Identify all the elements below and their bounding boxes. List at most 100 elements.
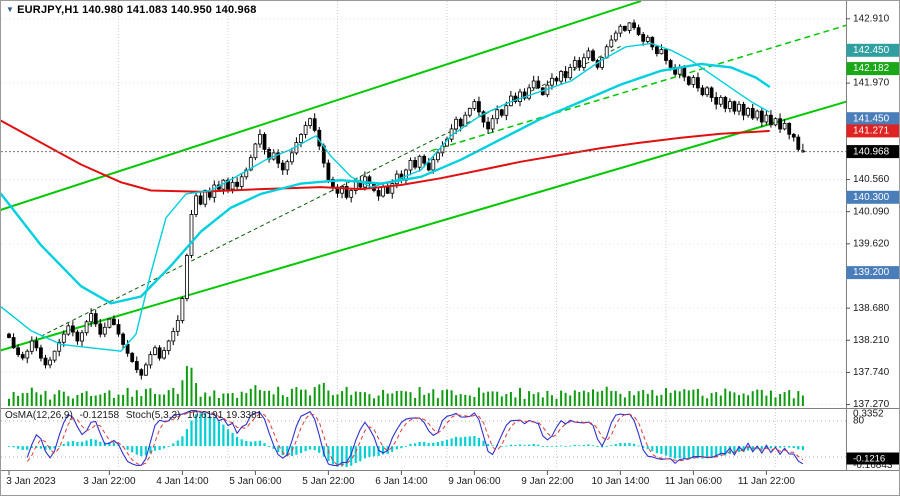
- volume-bar: [756, 389, 759, 406]
- osma-bar: [99, 441, 102, 447]
- osma-bar: [372, 446, 376, 457]
- volume-bar: [8, 398, 10, 406]
- price-tick-label: 142.910: [853, 13, 890, 24]
- osma-bar: [569, 445, 572, 447]
- osma-bar: [126, 446, 129, 450]
- ma-red: [1, 119, 770, 193]
- candle-body: [121, 333, 125, 345]
- osma-bar: [779, 446, 782, 448]
- volume-bar: [509, 392, 512, 406]
- volume-bar: [359, 391, 362, 406]
- volume-bar: [135, 390, 138, 406]
- osma-bar: [678, 446, 681, 459]
- stoch-d-line: [26, 410, 804, 466]
- osma-bar: [368, 446, 371, 457]
- osma-bar: [172, 443, 175, 447]
- volume-bar: [582, 390, 585, 406]
- volume-bar: [738, 395, 740, 406]
- volume-bar: [532, 394, 535, 406]
- candle-body: [194, 195, 199, 215]
- osma-bar: [190, 420, 193, 447]
- osma-bar: [546, 446, 549, 447]
- volume-bar: [779, 394, 782, 406]
- osma-bar: [591, 445, 595, 447]
- osma-bar: [304, 446, 307, 452]
- candle-body: [527, 87, 531, 99]
- osma-bar: [44, 446, 47, 450]
- osma-bar: [112, 442, 115, 447]
- volume-bar: [185, 366, 188, 406]
- volume-bar: [122, 394, 125, 406]
- volume-bar: [605, 386, 608, 406]
- volume-bar: [76, 395, 79, 406]
- candle-body: [705, 87, 709, 96]
- volume-bar: [674, 390, 677, 406]
- candle-body: [559, 71, 563, 82]
- osma-bar: [792, 446, 795, 448]
- candle-body: [235, 181, 240, 187]
- stoch-k-line: [26, 410, 804, 467]
- volume-bar: [331, 395, 334, 406]
- osma-bar: [286, 446, 289, 457]
- osma-bar: [765, 446, 768, 449]
- volume-bar: [646, 393, 649, 406]
- volume-bar: [459, 394, 462, 406]
- osma-bar: [628, 442, 631, 447]
- candle-body: [289, 152, 294, 163]
- osma-bar: [710, 446, 713, 457]
- candle-body: [413, 159, 418, 168]
- candle-body: [390, 183, 395, 194]
- osma-bar: [783, 446, 786, 447]
- osma-bar: [62, 444, 65, 447]
- volume-bar: [322, 382, 325, 406]
- price-axis[interactable]: 142.910 141.970 140.560 140.090 139.620 138.6…: [1, 1, 900, 471]
- osma-bar: [208, 415, 211, 447]
- volume-bar: [368, 394, 371, 406]
- volume-bar: [491, 391, 494, 406]
- candle-body: [98, 323, 103, 335]
- osma-bar: [747, 446, 750, 451]
- volume-bar: [158, 394, 161, 406]
- volume-bar: [623, 397, 626, 406]
- osma-bar: [7, 446, 11, 447]
- volume-bar: [619, 393, 622, 406]
- candle-body: [531, 80, 536, 89]
- osma-bar: [53, 446, 56, 449]
- main-chart-area[interactable]: [1, 1, 861, 406]
- volume-bar: [633, 395, 636, 406]
- volume-bar: [21, 393, 24, 406]
- osma-bar: [728, 446, 731, 454]
- volume-bar: [103, 392, 106, 406]
- volume-bar: [546, 390, 549, 406]
- indicator-panel[interactable]: [1, 410, 846, 467]
- candle-body: [796, 136, 801, 150]
- candle-body: [39, 347, 43, 359]
- volume-bar: [204, 392, 207, 406]
- osma-bar: [760, 446, 763, 450]
- osma-bar: [249, 441, 252, 447]
- volume-bar: [176, 394, 179, 406]
- candle-body: [34, 340, 39, 349]
- ma-cyan-fast: [1, 42, 770, 352]
- osma-bar: [614, 444, 617, 447]
- osma-bar: [724, 446, 727, 456]
- indicator-value-box: [846, 452, 899, 465]
- volume-bar: [687, 390, 690, 406]
- time-axis[interactable]: 3 Jan 2023 3 Jan 22:00 4 Jan 14:00 5 Jan 06…: [6, 471, 795, 487]
- price-tick-label: 138.680: [853, 303, 890, 314]
- time-tick-label: 9 Jan 06:00: [448, 476, 501, 487]
- volume-bar: [167, 390, 170, 406]
- osma-bar: [382, 446, 385, 455]
- osma-bar: [473, 436, 476, 447]
- price-label-box: [846, 112, 899, 126]
- volume-bar: [163, 394, 166, 406]
- candle-body: [650, 36, 655, 48]
- volume-bar: [231, 393, 234, 406]
- volume-bar: [450, 390, 453, 406]
- candle-body: [71, 325, 75, 333]
- osma-bar: [222, 424, 225, 447]
- price-tick-label: 138.210: [853, 335, 890, 346]
- volume-bar: [131, 396, 134, 406]
- candle-body: [764, 114, 769, 123]
